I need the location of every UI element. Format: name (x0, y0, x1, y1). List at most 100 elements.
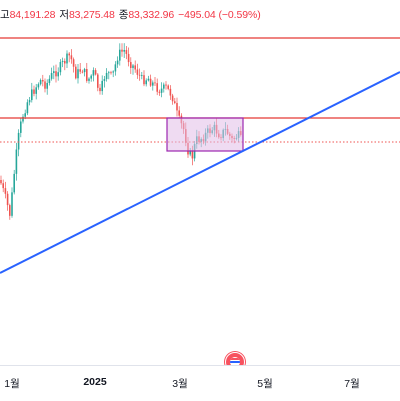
candle-body (55, 71, 57, 77)
candle-body (149, 78, 152, 86)
candle-body (158, 91, 161, 93)
candle-body (163, 84, 165, 89)
candle-body (119, 49, 121, 61)
candle-body (53, 71, 55, 74)
candle-body (130, 62, 132, 68)
candle-body (94, 70, 97, 75)
candle-body (138, 74, 141, 76)
candle-body (160, 88, 163, 93)
candle-body (64, 61, 66, 64)
candle-body (112, 71, 114, 73)
candle-body (37, 84, 40, 88)
candle-body (178, 110, 180, 116)
candle-body (90, 75, 92, 79)
candle-body (110, 72, 112, 74)
candle-body (17, 132, 20, 150)
candle-body (81, 71, 84, 73)
candle-body (46, 82, 48, 89)
candle-body (143, 75, 145, 85)
candle-body (123, 49, 125, 52)
candle-body (26, 102, 29, 114)
candle-body (83, 69, 86, 73)
candle-body (165, 84, 167, 86)
candle-body (59, 62, 62, 73)
close-label: 종 (118, 9, 129, 21)
candle-body (48, 78, 51, 83)
candle-body (20, 121, 22, 133)
candle-body (4, 188, 7, 194)
candle-body (42, 80, 44, 82)
candle-body (33, 89, 35, 94)
candle-body (174, 101, 176, 103)
high-value: 84,191.28 (9, 9, 56, 21)
candle-body (171, 95, 174, 102)
candle-body (154, 82, 156, 84)
candle-body (11, 192, 13, 216)
candle-body (66, 53, 68, 64)
candle-body (88, 78, 90, 81)
candle-body (152, 82, 154, 86)
candle-body (28, 100, 31, 103)
candle-body (116, 60, 119, 65)
candle-body (105, 72, 108, 80)
candle-body (145, 80, 147, 85)
candle-body (39, 80, 42, 85)
candle-body (99, 87, 101, 92)
candle-body (108, 72, 110, 74)
candle-body (125, 49, 128, 54)
candle-body (114, 64, 117, 72)
candle-body (101, 80, 103, 92)
candle-body (156, 83, 158, 92)
ohlc-legend: 고84,191.28 저83,275.48 종83,332.96 −495.04 (−… (0, 7, 261, 22)
candle-body (2, 183, 4, 189)
candle-body (141, 75, 143, 76)
x-tick-label: 1월 (4, 378, 20, 390)
high-label: 고 (0, 9, 10, 21)
x-tick-label: 2025 (83, 376, 107, 388)
candle-body (191, 150, 194, 159)
candle-body (167, 85, 169, 89)
range-rectangle[interactable] (166, 117, 244, 152)
change-value: −495.04 (−0.59%) (178, 9, 261, 21)
candle-body (13, 173, 15, 193)
low-label: 저 (59, 9, 69, 21)
x-tick-label: 5월 (257, 378, 273, 390)
x-tick-label: 3월 (172, 378, 188, 390)
candle-body (22, 116, 24, 122)
time-axis[interactable]: 1월 2025 3월 5월 7월 (0, 365, 400, 401)
candle-body (57, 72, 59, 77)
candle-body (147, 78, 150, 81)
candle-body (61, 61, 64, 63)
candle-body (75, 66, 77, 79)
candle-body (86, 69, 88, 81)
candle-body (31, 89, 33, 101)
candle-body (169, 88, 172, 96)
candle-body (44, 81, 46, 89)
candle-body (0, 180, 2, 184)
candle-body (72, 59, 75, 67)
candle-body (136, 69, 139, 75)
candle-body (79, 69, 81, 72)
candle-body (6, 193, 9, 206)
candle-body (189, 150, 191, 155)
candle-body (97, 74, 99, 88)
candle-body (132, 65, 134, 68)
candle-body (68, 53, 70, 56)
candle-body (9, 205, 11, 216)
candle-body (77, 69, 79, 79)
candle-body (176, 102, 178, 111)
close-value: 83,332.96 (128, 9, 175, 21)
candle-body (92, 70, 95, 76)
candle-body (35, 87, 37, 94)
candle-body (50, 73, 53, 79)
candle-body (103, 79, 106, 81)
candle-body (70, 55, 73, 60)
candle-body (15, 149, 18, 174)
candle-body (134, 65, 136, 70)
candle-body (24, 113, 26, 117)
low-value: 83,275.48 (68, 9, 115, 21)
candle-body (121, 49, 123, 52)
ascending-trendline[interactable] (0, 71, 400, 274)
candle-body (127, 53, 130, 63)
